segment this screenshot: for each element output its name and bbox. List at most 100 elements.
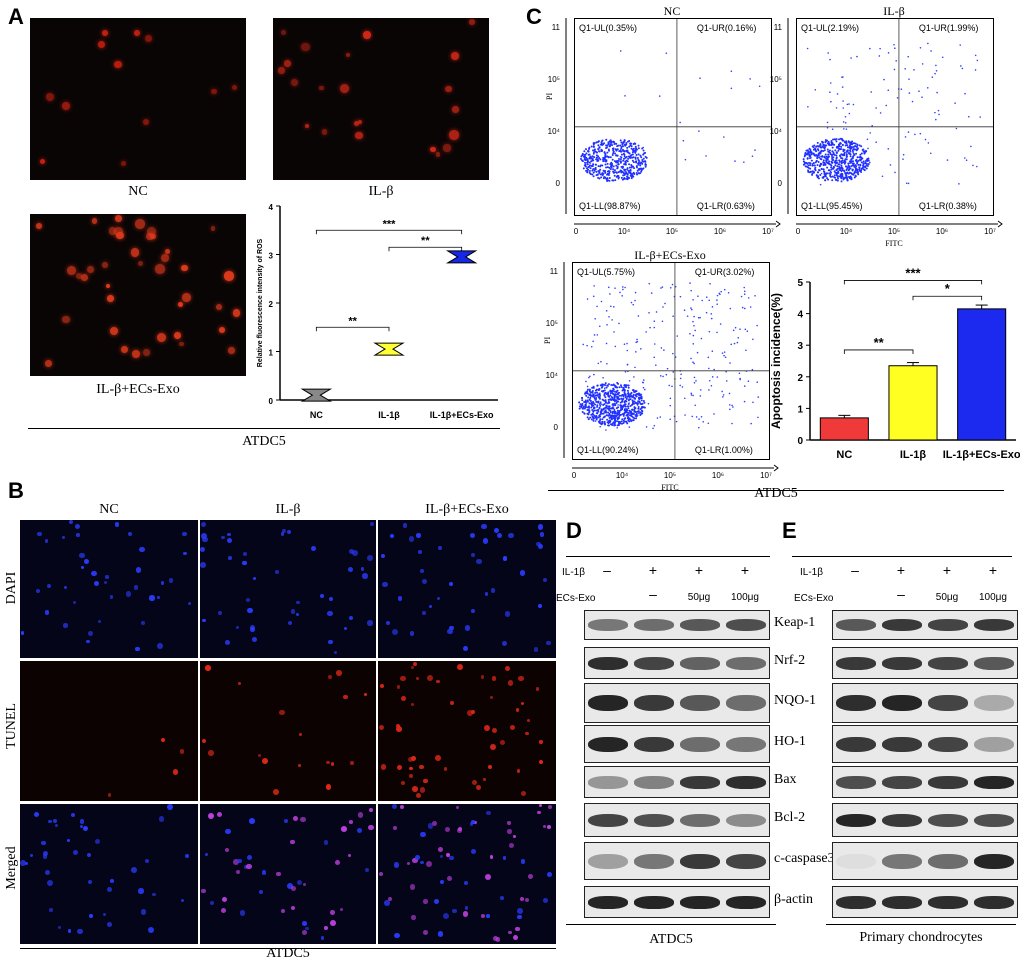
tunel-cell — [180, 898, 185, 903]
tunel-cell — [216, 811, 223, 817]
tunel-cell — [415, 676, 420, 681]
flow-event — [606, 151, 609, 154]
tunel-cell — [408, 536, 415, 543]
flow-event — [840, 175, 843, 178]
flow-event — [902, 158, 904, 160]
flow-event — [622, 397, 625, 400]
flow-event — [825, 160, 828, 163]
ros-chart-y-label: Relative fluorescence intensity of ROS — [257, 238, 264, 367]
panel-d-exo-label: ECs-Exo — [556, 593, 596, 604]
flow-event — [635, 160, 638, 163]
tunel-cell — [488, 765, 493, 770]
tunel-cell — [368, 824, 375, 831]
flow-event — [836, 179, 839, 182]
tunel-cell — [246, 863, 252, 870]
tunel-cell — [409, 630, 415, 636]
flow-event — [846, 146, 849, 149]
tunel-cell — [389, 533, 394, 538]
flow-event — [627, 157, 630, 160]
tunel-cell — [237, 858, 242, 863]
atdc5-band — [634, 896, 674, 909]
flow-event — [627, 140, 630, 143]
flow-event — [852, 103, 855, 106]
atdc5-band — [680, 736, 720, 752]
flow-event — [831, 146, 834, 149]
flow-event — [600, 142, 603, 145]
flow-event — [603, 142, 606, 145]
atdc5-band — [680, 619, 720, 632]
tunel-cell — [406, 862, 410, 866]
flow-event — [819, 173, 822, 176]
flow-event — [848, 177, 851, 180]
tunel-cell — [172, 769, 179, 775]
flow-event — [628, 163, 631, 166]
tunel-cell — [418, 764, 424, 770]
flow-event — [622, 141, 625, 144]
atdc5-blot-label: c-caspase3 — [774, 851, 835, 866]
flow-event — [625, 150, 628, 153]
flow-event — [612, 168, 615, 171]
flow-event — [595, 409, 598, 412]
flow-event — [806, 165, 809, 168]
tunel-cell — [422, 611, 426, 615]
flow-event — [822, 175, 825, 178]
atdc5-band — [726, 896, 766, 909]
atdc5-blot-strip — [584, 803, 770, 837]
flow-event — [835, 140, 838, 143]
tunel-cell — [44, 539, 48, 543]
flow-event — [597, 144, 600, 147]
flow-event — [594, 163, 597, 166]
flow-event — [964, 157, 966, 159]
tunel-cell — [297, 879, 303, 886]
flow-event — [852, 142, 855, 145]
ros-cell — [277, 66, 286, 74]
flow-event — [633, 172, 636, 175]
tunel-cell — [301, 930, 308, 936]
flow-event — [823, 144, 826, 147]
tunel-cell — [335, 860, 341, 866]
primary-band — [928, 657, 968, 670]
flow-event — [818, 151, 821, 154]
flow-event — [587, 153, 590, 156]
ros-cell — [66, 265, 76, 275]
flow-event — [848, 165, 851, 168]
tunel-cell — [519, 570, 526, 577]
flow-event — [599, 164, 602, 167]
tunel-cell — [217, 610, 222, 615]
flow-event — [867, 147, 869, 150]
tunel-cell — [107, 793, 112, 798]
flow-event — [849, 149, 852, 152]
flow-event — [592, 152, 595, 155]
flow-event — [845, 165, 848, 168]
flow-event — [595, 151, 598, 154]
ros-chart-x-tick-label: IL-1β+ECs-Exo — [430, 410, 494, 420]
atdc5-band — [634, 695, 674, 712]
flow-event — [625, 141, 628, 144]
flow-event — [587, 150, 590, 153]
tunel-cell — [449, 625, 454, 631]
apoptosis-chart-sig-bracket — [843, 349, 914, 354]
flow-event — [810, 156, 812, 159]
primary-band — [974, 695, 1014, 712]
flow-event — [627, 155, 630, 158]
flow-event — [842, 100, 844, 102]
panel-d-top-rule — [566, 556, 770, 557]
flow-event — [856, 143, 859, 146]
flow-event — [813, 144, 816, 147]
flow-event — [607, 398, 610, 401]
flow-event — [606, 162, 609, 165]
flow-event — [605, 177, 608, 180]
flow-event — [845, 140, 848, 143]
flow-event — [609, 168, 612, 171]
tunel-cell — [188, 602, 192, 606]
flow-event — [636, 166, 639, 169]
flow-event — [895, 60, 897, 62]
flow-event — [854, 144, 857, 147]
flow-event — [585, 394, 588, 397]
flow-event — [639, 154, 642, 157]
tunel-cell — [396, 725, 402, 732]
tunel-cell — [298, 764, 302, 768]
tunel-cell — [470, 533, 476, 539]
flow-event — [611, 147, 614, 150]
flow-event — [913, 69, 915, 71]
